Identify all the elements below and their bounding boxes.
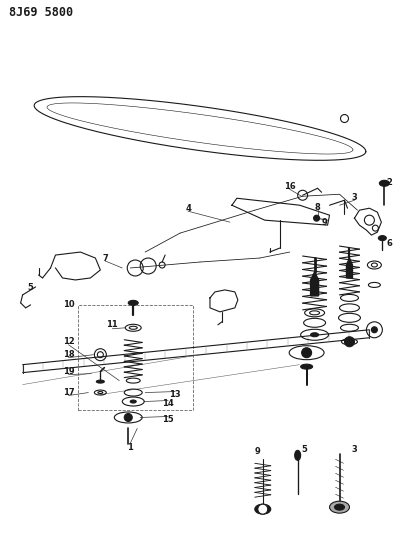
Circle shape [302, 348, 312, 358]
Ellipse shape [128, 301, 138, 305]
Text: 14: 14 [162, 399, 174, 408]
Ellipse shape [255, 504, 271, 514]
Text: 16: 16 [284, 182, 296, 191]
Text: 7: 7 [103, 254, 108, 263]
Text: 4: 4 [185, 204, 191, 213]
Bar [79, 305, 193, 409]
Text: 11: 11 [107, 320, 118, 329]
Text: 12: 12 [63, 337, 74, 346]
Text: 19: 19 [63, 367, 74, 376]
Circle shape [344, 337, 354, 347]
Polygon shape [346, 258, 352, 278]
Text: 15: 15 [162, 415, 174, 424]
Circle shape [371, 327, 377, 333]
Ellipse shape [295, 450, 301, 461]
Text: 3: 3 [352, 445, 358, 454]
Ellipse shape [330, 501, 350, 513]
Text: 9: 9 [322, 217, 328, 227]
Text: 9: 9 [255, 447, 261, 456]
Ellipse shape [378, 236, 386, 240]
Ellipse shape [97, 380, 104, 383]
Circle shape [314, 215, 320, 221]
Ellipse shape [130, 400, 136, 403]
Text: 17: 17 [63, 388, 74, 397]
Circle shape [258, 504, 268, 514]
Ellipse shape [310, 333, 318, 337]
Ellipse shape [379, 180, 389, 186]
Text: 13: 13 [169, 390, 181, 399]
Text: 18: 18 [63, 350, 74, 359]
Text: 6: 6 [386, 239, 392, 248]
Ellipse shape [301, 364, 312, 369]
Text: 5: 5 [302, 445, 308, 454]
Text: 5: 5 [28, 284, 34, 293]
Text: 3: 3 [352, 193, 358, 202]
Polygon shape [310, 272, 318, 296]
Text: 1: 1 [127, 443, 133, 452]
Text: 10: 10 [63, 301, 74, 309]
Circle shape [124, 414, 132, 422]
Text: 8J69 5800: 8J69 5800 [9, 6, 73, 19]
Text: 8: 8 [315, 203, 320, 212]
Text: 2: 2 [386, 178, 392, 187]
Ellipse shape [334, 504, 344, 510]
